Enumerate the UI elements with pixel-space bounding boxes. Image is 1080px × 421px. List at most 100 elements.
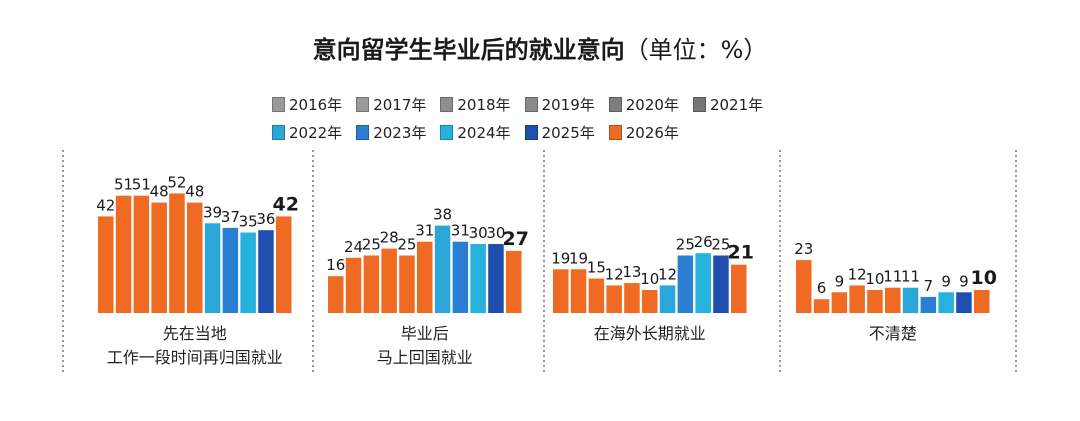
legend-item: 2024年 xyxy=(440,122,511,143)
bar xyxy=(885,287,901,313)
bar xyxy=(363,255,380,313)
legend-label: 2016年 xyxy=(289,95,343,114)
data-label: 27 xyxy=(503,228,529,250)
legend-swatch xyxy=(608,96,622,112)
category-label-line: 工作一段时间再归国就业 xyxy=(106,348,283,367)
category-label-line: 不清楚 xyxy=(868,324,917,343)
bar xyxy=(677,255,694,313)
bar xyxy=(452,241,469,313)
data-label: 11 xyxy=(901,268,920,286)
legend-label: 2024年 xyxy=(457,123,511,142)
bar xyxy=(276,216,292,313)
legend-swatch xyxy=(356,124,370,140)
bar xyxy=(796,260,812,313)
bar xyxy=(956,292,972,313)
legend-item: 2018年 xyxy=(440,94,511,115)
legend-item: 2026年 xyxy=(608,122,679,143)
data-label: 25 xyxy=(362,236,381,254)
bar xyxy=(488,244,504,313)
bar xyxy=(240,232,256,313)
category-label-line: 马上回国就业 xyxy=(376,348,473,367)
legend-label: 2019年 xyxy=(541,95,595,114)
category-label: 在海外长期就业 xyxy=(523,322,777,346)
bar xyxy=(642,290,658,313)
legend-row: 2022年 2023年 2024年 2025年 2026年 xyxy=(272,120,832,144)
legend-swatch xyxy=(356,96,370,112)
bar xyxy=(624,283,640,313)
bar xyxy=(606,285,622,313)
bar xyxy=(813,299,830,313)
data-label: 42 xyxy=(96,196,115,214)
legend-label: 2017年 xyxy=(373,95,427,114)
category-label: 毕业后 马上回国就业 xyxy=(298,322,552,370)
bar xyxy=(115,195,132,313)
legend-label: 2023年 xyxy=(373,123,427,142)
bar xyxy=(222,227,239,313)
bar xyxy=(399,255,415,313)
data-label: 10 xyxy=(971,267,997,289)
legend-label: 2020年 xyxy=(625,95,679,114)
data-label: 39 xyxy=(203,203,222,221)
bar xyxy=(659,285,676,313)
category-label-line: 先在当地 xyxy=(162,324,227,343)
data-label: 51 xyxy=(114,176,133,194)
bar xyxy=(204,223,221,313)
data-label: 36 xyxy=(256,210,275,228)
bar xyxy=(553,269,569,313)
data-label: 37 xyxy=(221,208,240,226)
bar xyxy=(151,202,167,313)
data-label: 26 xyxy=(694,233,713,251)
bar xyxy=(713,255,729,313)
legend-item: 2022年 xyxy=(272,122,342,143)
data-label: 31 xyxy=(415,222,434,240)
bar xyxy=(133,195,150,313)
data-label: 25 xyxy=(397,236,416,254)
chart-title-text: 意向留学生毕业后的就业意向 xyxy=(312,36,625,64)
bar xyxy=(169,193,185,313)
data-label: 24 xyxy=(344,238,363,256)
data-label: 30 xyxy=(486,224,505,242)
legend-swatch xyxy=(440,96,454,112)
bar xyxy=(381,248,397,313)
bar xyxy=(849,285,865,313)
data-label: 16 xyxy=(326,256,345,274)
legend: 2016年 2017年 2018年 2019年 2020年 2021年 2022年 2023… xyxy=(272,92,832,144)
category-label: 先在当地工作一段时间再归国就业 xyxy=(68,322,322,370)
legend-label: 2025年 xyxy=(541,123,595,142)
bar xyxy=(470,244,486,313)
legend-item: 2021年 xyxy=(692,94,764,115)
legend-swatch xyxy=(608,124,622,140)
data-label: 23 xyxy=(794,240,813,258)
category-label: 不清楚 xyxy=(766,322,1020,346)
data-label: 7 xyxy=(924,277,934,295)
legend-label: 2026年 xyxy=(625,123,679,142)
data-label: 11 xyxy=(883,268,902,286)
data-label: 42 xyxy=(273,193,299,215)
data-label: 38 xyxy=(433,206,452,224)
data-label: 15 xyxy=(587,259,606,277)
bar xyxy=(570,269,587,313)
data-label: 52 xyxy=(167,173,186,191)
bar xyxy=(588,278,605,313)
bar xyxy=(345,257,362,313)
legend-label: 2021年 xyxy=(709,95,764,114)
data-label: 12 xyxy=(848,265,867,283)
data-label: 9 xyxy=(941,272,951,290)
legend-item: 2020年 xyxy=(608,94,679,115)
data-label: 25 xyxy=(676,236,695,254)
legend-swatch xyxy=(440,124,454,140)
legend-item: 2016年 xyxy=(272,94,342,115)
bar xyxy=(187,202,203,313)
chart-title: 意向留学生毕业后的就业意向（单位：%） xyxy=(0,30,1080,65)
legend-label: 2022年 xyxy=(289,123,343,142)
legend-item: 2019年 xyxy=(524,94,595,115)
category-label-line: 毕业后 xyxy=(400,324,449,343)
bar xyxy=(831,292,848,313)
bar xyxy=(417,241,433,313)
data-label: 10 xyxy=(640,270,659,288)
data-label: 21 xyxy=(728,242,754,264)
data-label: 12 xyxy=(658,265,677,283)
bar xyxy=(695,253,711,313)
